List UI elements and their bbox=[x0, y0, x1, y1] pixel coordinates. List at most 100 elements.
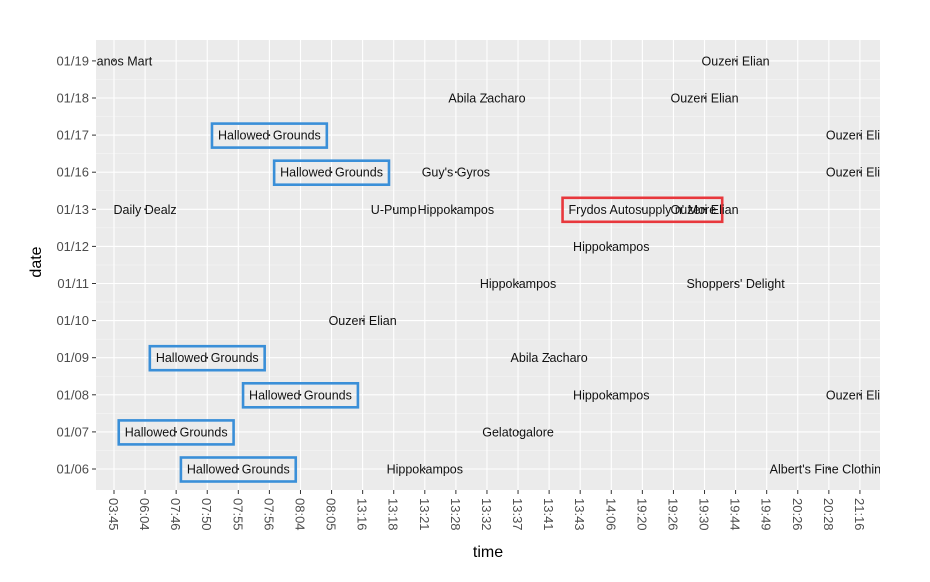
y-tick-label: 01/12 bbox=[56, 239, 89, 254]
point-label: Kalianos Mart bbox=[76, 54, 153, 68]
point-marker bbox=[517, 282, 519, 285]
point-marker bbox=[859, 134, 861, 137]
grid bbox=[96, 40, 880, 490]
point-marker bbox=[734, 60, 737, 62]
point-marker bbox=[237, 468, 240, 470]
x-tick-label: 19:26 bbox=[665, 498, 680, 531]
point-label: Ouzeri Elian bbox=[826, 129, 894, 143]
point-marker bbox=[641, 208, 644, 211]
y-tick-label: 01/17 bbox=[56, 128, 89, 143]
point-marker bbox=[859, 171, 861, 174]
x-tick-label: 08:04 bbox=[292, 498, 307, 531]
point-label: Ouzeri Elian bbox=[826, 166, 894, 180]
y-tick-label: 01/07 bbox=[56, 424, 89, 439]
point-marker bbox=[454, 171, 457, 174]
x-tick-label: 13:41 bbox=[541, 498, 556, 531]
point-marker bbox=[423, 468, 426, 470]
x-axis-title: time bbox=[473, 544, 503, 561]
highlight-box-blue bbox=[210, 122, 329, 149]
x-tick-label: 19:20 bbox=[634, 498, 649, 531]
data-point: Ouzeri Elian bbox=[826, 388, 894, 402]
data-point: Ouzeri Elian bbox=[826, 166, 894, 180]
x-tick-label: 07:46 bbox=[168, 498, 183, 531]
point-marker bbox=[610, 393, 613, 396]
data-point: Hippokampos bbox=[387, 463, 463, 477]
point-marker bbox=[361, 319, 364, 322]
x-tick-label: 21:16 bbox=[852, 498, 867, 531]
data-point: Hallowed Grounds bbox=[272, 159, 391, 186]
y-tick-label: 01/10 bbox=[56, 313, 89, 328]
data-point: Hallowed Grounds bbox=[210, 122, 329, 149]
data-point: Hippokampos bbox=[573, 240, 649, 254]
data-point: U-Pump bbox=[371, 203, 417, 217]
point-marker bbox=[517, 431, 519, 433]
x-tick-label: 13:28 bbox=[448, 498, 463, 531]
point-marker bbox=[330, 171, 333, 174]
y-tick-label: 01/13 bbox=[56, 202, 89, 217]
x-tick-label: 06:04 bbox=[137, 498, 152, 531]
x-tick-label: 13:18 bbox=[386, 498, 401, 531]
data-point: Hallowed Grounds bbox=[148, 344, 266, 372]
point-marker bbox=[268, 134, 271, 137]
point-marker bbox=[486, 97, 488, 99]
y-axis: 01/06 01/07 01/08 01/09 01/10 01/11 01/12 01/13… bbox=[56, 53, 96, 477]
data-point: Hippokampos bbox=[573, 388, 649, 402]
point-marker bbox=[703, 97, 706, 99]
point-marker bbox=[206, 356, 209, 359]
point-marker bbox=[113, 60, 115, 62]
x-tick-label: 03:45 bbox=[106, 498, 121, 531]
y-axis-title: date bbox=[28, 246, 45, 277]
data-point: Frydos Autosupply n' More bbox=[561, 196, 724, 224]
point-label: Albert's Fine Clothing bbox=[770, 463, 888, 477]
y-tick-label: 01/08 bbox=[56, 387, 89, 402]
point-marker bbox=[827, 468, 830, 470]
highlight-box-red bbox=[561, 196, 724, 224]
point-marker bbox=[299, 393, 302, 396]
point-marker bbox=[548, 356, 551, 359]
x-tick-label: 19:44 bbox=[728, 498, 743, 531]
x-tick-label: 13:16 bbox=[355, 498, 370, 531]
x-tick-label: 19:30 bbox=[697, 498, 712, 531]
data-point: Abila Zacharo bbox=[511, 351, 588, 365]
data-point: Ouzeri Elian bbox=[702, 54, 770, 68]
data-point: Ouzeri Elian bbox=[670, 92, 738, 106]
data-point: Ouzeri Elian bbox=[329, 314, 397, 328]
points-layer: Kalianos Mart Ouzeri Elian Abila Zacharo Ou… bbox=[76, 54, 894, 483]
x-tick-label: 14:06 bbox=[603, 498, 618, 531]
x-axis: 03:45 06:04 07:46 07:50 07:55 07:56 08:04 08:05… bbox=[106, 490, 867, 531]
data-point: Hippokampos bbox=[418, 203, 494, 217]
data-point: Ouzeri Elian bbox=[826, 129, 894, 143]
data-point: Hallowed Grounds bbox=[117, 419, 235, 446]
y-tick-label: 01/11 bbox=[57, 276, 89, 291]
x-tick-label: 20:28 bbox=[821, 498, 836, 531]
point-label: Ouzeri Elian bbox=[826, 388, 894, 402]
point-marker bbox=[392, 208, 395, 211]
point-marker bbox=[703, 208, 706, 211]
x-tick-label: 19:49 bbox=[759, 498, 774, 531]
point-marker bbox=[859, 393, 861, 396]
data-point: Guy's Gyros bbox=[422, 166, 490, 180]
highlight-box-blue bbox=[272, 159, 391, 186]
data-point: Albert's Fine Clothing bbox=[770, 463, 888, 477]
data-point: Hallowed Grounds bbox=[179, 456, 298, 483]
data-point: Hallowed Grounds bbox=[241, 381, 360, 409]
data-point: Ouzeri Elian bbox=[670, 203, 738, 217]
x-tick-label: 13:21 bbox=[417, 498, 432, 531]
highlight-box-blue bbox=[117, 419, 235, 446]
x-tick-label: 07:56 bbox=[261, 498, 276, 531]
data-point: Shoppers' Delight bbox=[686, 277, 785, 291]
data-point: Gelatogalore bbox=[482, 425, 554, 439]
x-tick-label: 08:05 bbox=[324, 498, 339, 531]
highlight-box-blue bbox=[148, 344, 266, 372]
point-marker bbox=[454, 208, 457, 211]
x-tick-label: 13:37 bbox=[510, 498, 525, 531]
highlight-box-blue bbox=[241, 381, 360, 409]
point-marker bbox=[734, 282, 737, 285]
y-tick-label: 01/06 bbox=[56, 462, 89, 477]
data-point: Abila Zacharo bbox=[448, 92, 525, 106]
highlight-box-blue bbox=[179, 456, 298, 483]
point-marker bbox=[144, 208, 146, 211]
data-point: Daily Dealz bbox=[113, 203, 176, 217]
